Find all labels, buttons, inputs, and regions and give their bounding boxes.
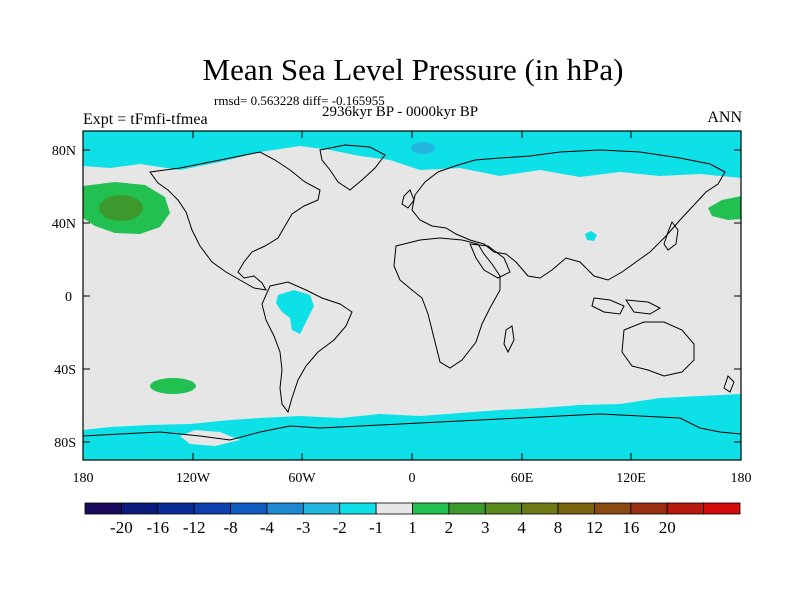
colorbar-swatch (666, 502, 705, 515)
colorbar-swatch (521, 502, 559, 515)
colorbar-swatch (630, 502, 668, 515)
colorbar-label: 20 (659, 518, 676, 537)
south-america-negative (276, 290, 314, 334)
south-pacific-positive (150, 378, 196, 394)
colorbar-swatch (703, 502, 741, 515)
arctic-strong-negative (411, 142, 435, 154)
colorbar-swatch (412, 502, 450, 515)
y-tick-label: 80S (54, 436, 76, 451)
period-label: 2936kyr BP - 0000kyr BP (322, 104, 479, 120)
colorbar: -20 -16 -12 -8 -4 -3 -2 -1 1 2 3 4 8 12 16 20 (84, 502, 741, 537)
tibet-negative (585, 231, 597, 241)
colorbar-swatch (594, 502, 632, 515)
colorbar-label: -16 (146, 518, 169, 537)
colorbar-swatch (193, 502, 231, 515)
experiment-label: Expt = tFmfi-tfmea (83, 111, 208, 128)
colorbar-label: -8 (223, 518, 237, 537)
north-pacific-strong-positive (99, 195, 143, 221)
y-tick-label: 80N (52, 144, 76, 159)
antarctic-notch (180, 430, 240, 446)
colorbar-swatch (266, 502, 304, 515)
colorbar-swatch (230, 502, 268, 515)
colorbar-swatch (448, 502, 486, 515)
stats-label: rmsd= 0.563228 diff= -0.165955 (214, 93, 385, 108)
y-tick-label: 40N (52, 217, 76, 232)
x-tick-label: 180 (73, 471, 94, 486)
colorbar-swatch (120, 502, 159, 515)
colorbar-label: 4 (517, 518, 526, 537)
y-tick-label: 0 (65, 290, 72, 305)
antarctic-negative-region (83, 394, 741, 460)
colorbar-label: -1 (369, 518, 383, 537)
map-frame (82, 130, 742, 461)
x-tick-label: 120W (176, 471, 211, 486)
x-tick-label: 60E (511, 471, 534, 486)
colorbar-swatch (339, 502, 377, 515)
colorbar-label: -12 (183, 518, 206, 537)
colorbar-swatch (84, 502, 122, 515)
colorbar-swatch (302, 502, 341, 515)
colorbar-label: 8 (554, 518, 563, 537)
x-tick-label: 0 (409, 471, 416, 486)
colorbar-swatch (375, 502, 413, 515)
coastlines (83, 144, 741, 441)
colorbar-swatch (157, 502, 195, 515)
x-tick-label: 60W (288, 471, 316, 486)
y-tick-label: 40S (54, 363, 76, 378)
x-tick-label: 180 (731, 471, 752, 486)
arctic-negative-region (83, 131, 741, 178)
colorbar-label: -3 (296, 518, 310, 537)
map-title: Mean Sea Level Pressure (in hPa) (202, 52, 624, 87)
colorbar-label: -4 (260, 518, 275, 537)
season-label: ANN (707, 109, 742, 126)
colorbar-label: 16 (622, 518, 639, 537)
colorbar-label: -2 (333, 518, 347, 537)
colorbar-label: 12 (586, 518, 603, 537)
colorbar-label: 1 (408, 518, 417, 537)
east-pacific-positive (708, 196, 741, 220)
colorbar-label: 3 (481, 518, 490, 537)
colorbar-label: -20 (110, 518, 133, 537)
colorbar-swatch (484, 502, 523, 515)
x-tick-label: 120E (616, 471, 646, 486)
colorbar-label: 2 (445, 518, 454, 537)
colorbar-swatch (557, 502, 595, 515)
